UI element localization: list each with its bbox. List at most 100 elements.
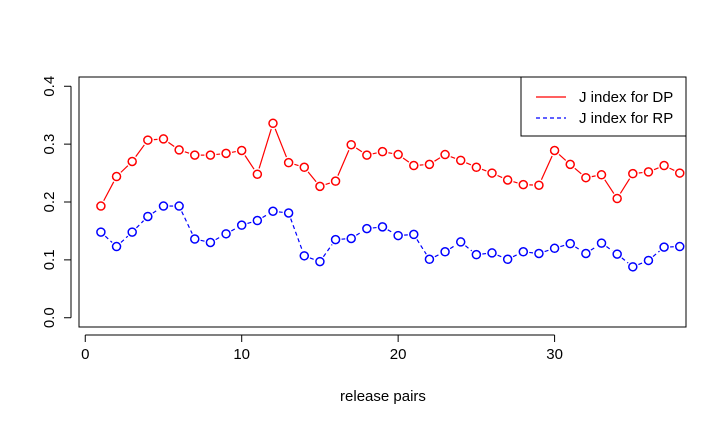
series-2-point [519,248,527,256]
series-1-point [488,169,496,177]
series-2-point [425,255,433,263]
series-1-point [613,195,621,203]
series-1-segment [559,154,566,160]
series-2-point [238,221,246,229]
series-1-point [644,168,652,176]
series-1-segment [185,152,189,153]
series-2-segment [591,246,597,250]
series-2-point [535,250,543,258]
series-1-point [332,177,340,185]
series-1-segment [388,153,392,154]
series-1-segment [605,180,614,194]
series-1-segment [356,148,362,152]
y-tick-label: 0.2 [41,192,58,213]
series-2-segment [435,254,440,256]
series-1-point [598,171,606,179]
series-1-segment [338,150,349,175]
series-2-segment [231,228,236,231]
series-2-point [97,228,105,236]
y-tick-label: 0.1 [41,249,58,270]
series-1-segment [245,156,254,170]
series-1-point [347,141,355,149]
series-2-point [363,225,371,233]
series-2-point [206,239,214,247]
series-2-point [128,228,136,236]
series-1-point [128,157,136,165]
series-2-point [300,252,308,260]
series-1-segment [294,164,298,165]
series-1-segment [259,129,271,168]
series-2-point [660,243,668,251]
series-1-segment [654,168,659,170]
series-1-point [159,135,167,143]
series-1-point [238,146,246,154]
series-1-point [676,169,684,177]
series-1-point [113,173,121,181]
series-2-point [457,238,465,246]
series-2-point [347,234,355,242]
series-1-point [191,151,199,159]
series-1-segment [104,182,114,201]
series-1-point [410,162,418,170]
series-2-segment [153,209,159,213]
series-1-point [269,119,277,127]
series-2-point [394,232,402,240]
series-1-point [504,176,512,184]
series-2-segment [182,211,193,233]
series-1-segment [592,176,596,177]
series-1-segment [121,166,128,173]
series-2-point [159,202,167,210]
series-2-segment [121,236,128,242]
series-1-segment [620,179,629,194]
series-1-point [566,160,574,168]
series-2-point [644,256,652,264]
series-1-segment [497,175,502,177]
series-2-point [222,230,230,238]
series-1-point [519,181,527,189]
series-1-point [222,149,230,157]
series-1-point [144,136,152,144]
series-1-point [394,151,402,159]
series-1-point [175,146,183,154]
series-1-segment [466,163,471,165]
y-tick-label: 0.4 [41,76,58,97]
series-2-point [410,230,418,238]
series-1-point [535,181,543,189]
series-1-point [285,159,293,167]
x-tick-label: 0 [81,346,89,363]
series-1-segment [373,153,377,154]
x-tick-label: 10 [233,346,250,363]
series-2-segment [136,221,143,228]
series-2-segment [291,219,303,251]
legend-label-1: J index for DP [579,89,673,106]
x-tick-label: 30 [546,346,563,363]
series-2-point [191,235,199,243]
series-2-point [285,209,293,217]
series-1-segment [403,158,409,162]
series-2-point [582,250,590,258]
series-1-point [629,170,637,178]
series-2-segment [263,214,268,217]
series-2-segment [606,247,612,251]
series-1-segment [308,172,316,182]
series-2-point [175,202,183,210]
series-2-point [598,239,606,247]
series-1-segment [575,168,582,174]
series-2-point [472,251,480,259]
series-2-segment [356,232,361,235]
series-2-point [269,207,277,215]
series-2-point [144,212,152,220]
series-2-segment [513,254,518,256]
series-2-segment [247,222,251,223]
series-2-segment [105,236,112,242]
series-1-segment [168,142,174,146]
series-2-segment [653,251,660,257]
series-1-segment [670,168,675,170]
series-1-segment [541,156,552,180]
series-1-segment [482,169,486,171]
series-1-segment [326,183,330,184]
series-2-segment [560,245,564,246]
series-1-point [472,163,480,171]
series-1-point [551,146,559,154]
